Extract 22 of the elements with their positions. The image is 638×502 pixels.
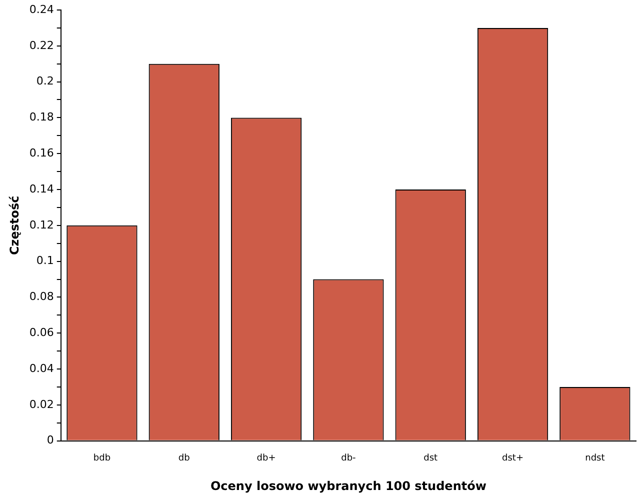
- y-tick-label: 0.08: [29, 290, 54, 304]
- x-tick-label: db+: [256, 454, 276, 464]
- x-tick-label: db: [178, 454, 190, 464]
- y-tick-label: 0.04: [29, 362, 54, 375]
- y-tick-label: 0.18: [29, 110, 54, 124]
- y-tick-label: 0.06: [29, 326, 54, 339]
- x-tick-label: dst+: [502, 454, 524, 464]
- y-tick-label: 0.14: [29, 182, 54, 196]
- y-axis-title: Częstość: [7, 196, 22, 256]
- x-axis-title: Oceny losowo wybranych 100 studentów: [210, 478, 486, 493]
- y-tick-label: 0.2: [36, 74, 54, 88]
- y-tick-label: 0.02: [29, 398, 54, 411]
- y-tick-label: 0: [46, 434, 54, 447]
- x-tick-label: bdb: [93, 454, 111, 464]
- y-tick-label: 0.22: [29, 38, 54, 52]
- y-tick-label: 0.24: [29, 2, 54, 16]
- x-tick-label: ndst: [585, 454, 606, 464]
- x-tick-label: db-: [341, 454, 356, 464]
- y-tick-label: 0.16: [29, 146, 54, 160]
- y-tick-label: 0.12: [29, 218, 54, 232]
- y-tick-label: 0.1: [36, 254, 54, 268]
- x-tick-label: dst: [424, 454, 438, 464]
